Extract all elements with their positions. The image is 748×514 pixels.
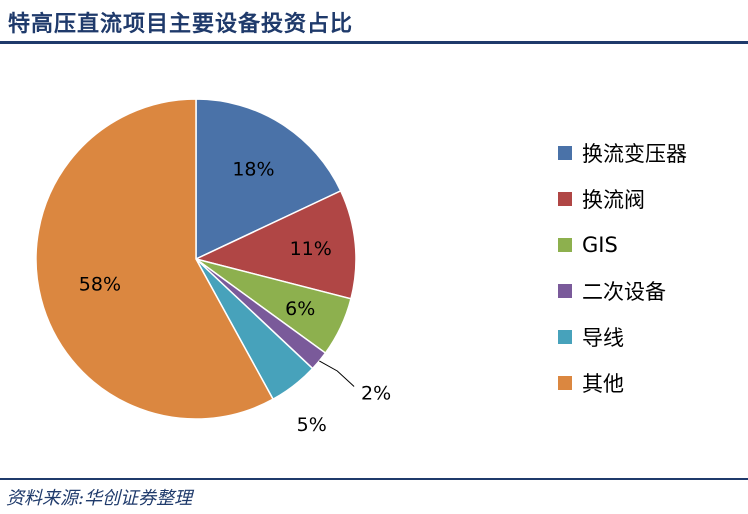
legend-label: 换流变压器 — [582, 142, 687, 166]
legend-swatch — [558, 238, 572, 252]
leader-line — [319, 360, 355, 387]
legend-label: GIS — [582, 233, 618, 257]
legend-item-2: 换流阀 — [558, 176, 687, 222]
data-label-4: 2% — [361, 382, 391, 404]
chart-legend: 换流变压器换流阀 GIS 二次设备导线其他 — [558, 130, 687, 406]
legend-item-5: 导线 — [558, 314, 687, 360]
pie-slice-6 — [35, 98, 275, 420]
legend-swatch — [558, 192, 572, 206]
data-label-3: 6% — [285, 298, 315, 320]
legend-item-3: GIS — [558, 222, 687, 268]
legend-label: 二次设备 — [582, 280, 666, 304]
data-label-5: 5% — [297, 414, 327, 436]
data-label-2: 11% — [290, 238, 332, 260]
data-label-6: 58% — [79, 274, 121, 296]
legend-item-4: 二次设备 — [558, 268, 687, 314]
data-label-1: 18% — [232, 158, 274, 180]
title-divider — [0, 41, 748, 44]
legend-swatch — [558, 146, 572, 160]
legend-item-1: 换流变压器 — [558, 130, 687, 176]
footer-divider — [0, 478, 748, 480]
page-title: 特高压直流项目主要设备投资占比 — [8, 11, 354, 37]
source-note: 资料来源:华创证券整理 — [6, 488, 193, 509]
legend-swatch — [558, 330, 572, 344]
legend-label: 换流阀 — [582, 188, 645, 212]
legend-label: 其他 — [582, 372, 624, 396]
pie-slice-1 — [195, 98, 342, 261]
legend-label: 导线 — [582, 326, 624, 350]
pie-chart: 18% 11% 6% 2% 5% 58% — [35, 98, 391, 436]
legend-item-6: 其他 — [558, 360, 687, 406]
legend-swatch — [558, 284, 572, 298]
legend-swatch — [558, 376, 572, 390]
pie-slice-2 — [193, 189, 357, 300]
